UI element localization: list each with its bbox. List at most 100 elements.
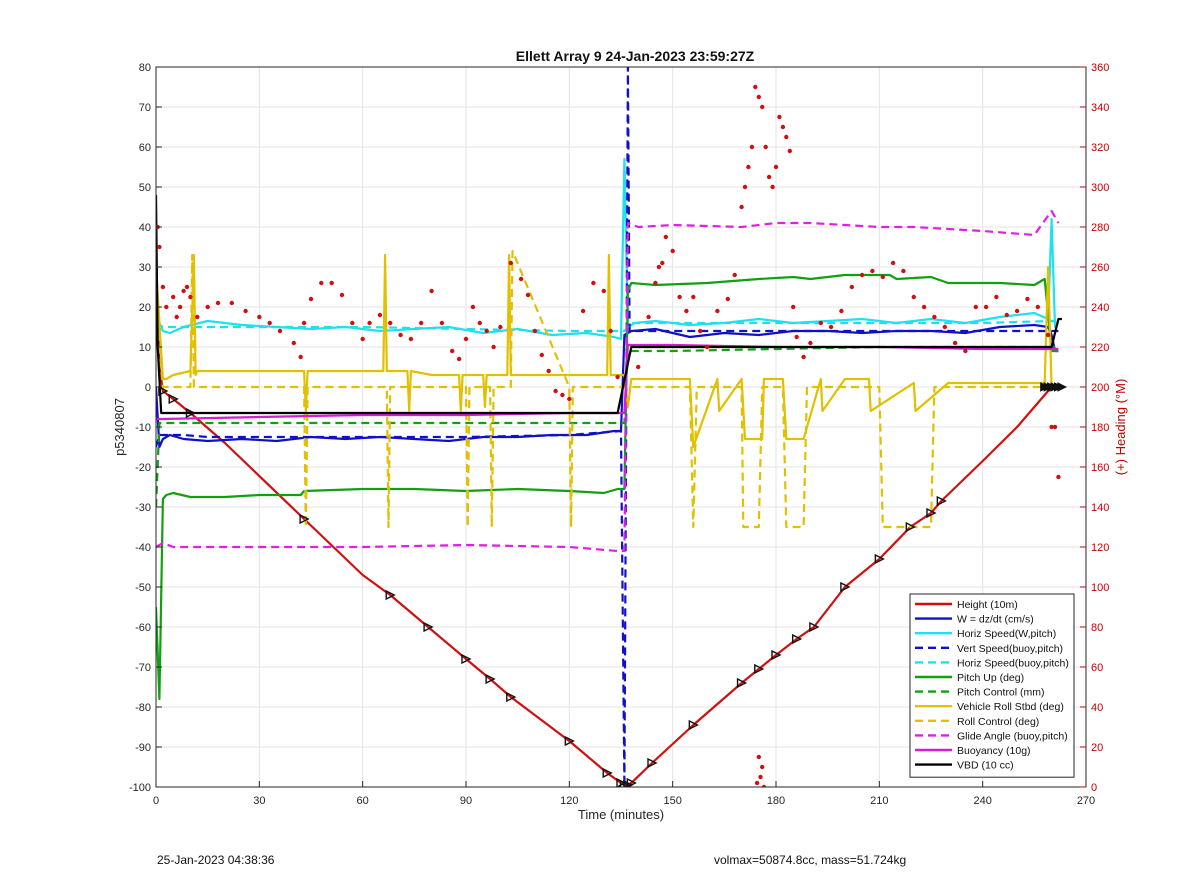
heading-point <box>704 344 710 350</box>
series-line-7 <box>156 253 1059 449</box>
heading-point <box>450 348 455 354</box>
y-tick-label: 70 <box>139 102 151 114</box>
heading-point <box>174 314 179 320</box>
x-tick-label: 120 <box>560 795 578 807</box>
y-tick-label: 0 <box>145 382 151 394</box>
heading-point <box>456 356 462 362</box>
x-tick-label: 180 <box>767 795 785 807</box>
heading-point <box>670 248 675 254</box>
dive-marker <box>185 407 197 419</box>
dive-marker <box>385 589 396 601</box>
heading-point <box>553 388 558 394</box>
heading-point <box>301 320 307 326</box>
legend-entry: Buoyancy (10g) <box>957 745 1031 757</box>
heading-point <box>777 114 782 120</box>
heading-point <box>160 284 166 290</box>
heading-point <box>801 354 806 360</box>
y-tick-label: 80 <box>139 62 151 74</box>
dive-marker <box>564 735 575 747</box>
y-tick-label: -70 <box>135 662 151 674</box>
heading-point <box>205 304 210 310</box>
heading-point <box>419 320 424 326</box>
heading-point <box>890 260 896 266</box>
heading-point <box>177 304 183 310</box>
dive-marker <box>168 393 179 405</box>
heading-point <box>1035 304 1041 310</box>
dive-marker <box>936 495 947 507</box>
heading-point <box>808 340 813 346</box>
y2-tick-label: 40 <box>1091 702 1103 714</box>
y-tick-label: -60 <box>135 622 151 634</box>
heading-point <box>791 304 796 310</box>
heading-point <box>880 274 885 280</box>
legend-entry: VBD (10 cc) <box>957 760 1014 772</box>
heading-point <box>546 368 551 374</box>
x-tick-label: 60 <box>357 795 369 807</box>
heading-point <box>398 332 403 338</box>
series-line-8 <box>156 249 1059 529</box>
heading-point <box>350 320 355 326</box>
dive-marker <box>602 767 613 779</box>
heading-point <box>408 336 414 342</box>
heading-point <box>663 234 668 240</box>
heading-point <box>691 294 696 300</box>
y2-tick-label: 60 <box>1091 662 1103 674</box>
heading-point <box>784 134 789 140</box>
heading-point <box>770 184 775 190</box>
heading-point <box>677 294 682 300</box>
dive-marker <box>754 663 765 675</box>
y2-tick-label: 200 <box>1091 382 1109 394</box>
heading-point <box>760 764 765 770</box>
heading-point <box>656 264 662 270</box>
footer-vehicle-info: volmax=50874.8cc, mass=51.724kg <box>714 853 907 867</box>
series-line-9 <box>156 209 1060 553</box>
heading-point <box>839 308 844 314</box>
x-tick-label: 210 <box>870 795 888 807</box>
dive-marker <box>485 673 496 685</box>
y-tick-label: 50 <box>139 182 151 194</box>
x-tick-label: 150 <box>663 795 681 807</box>
dive-marker <box>771 649 782 661</box>
heading-point <box>952 340 958 346</box>
heading-point <box>491 344 496 350</box>
y2-tick-label: 360 <box>1091 62 1109 74</box>
heading-point <box>849 284 854 290</box>
y2-tick-label: 220 <box>1091 342 1109 354</box>
heading-point <box>477 320 482 326</box>
heading-point <box>591 280 596 286</box>
tick-marks: 0 30 60 90 120 150 180 210 240 270 80 70 60 50 40 30 20 1… <box>129 62 1109 807</box>
heading-point <box>1056 474 1061 480</box>
series-line-3 <box>156 67 1059 787</box>
y2-tick-label: 240 <box>1091 302 1109 314</box>
heading-point <box>1049 424 1054 430</box>
y-tick-label: -100 <box>129 782 151 794</box>
heading-point <box>963 348 968 354</box>
x-tick-label: 90 <box>460 795 472 807</box>
y2-tick-label: 20 <box>1091 742 1103 754</box>
y2-tick-label: 140 <box>1091 502 1109 514</box>
legend-entry: Pitch Control (mm) <box>957 687 1045 699</box>
chart-title: Ellett Array 9 24-Jan-2023 23:59:27Z <box>516 48 755 64</box>
y-tick-label: -50 <box>135 582 151 594</box>
heading-point <box>758 774 763 780</box>
x-tick-label: 30 <box>253 795 265 807</box>
heading-point <box>532 328 538 334</box>
heading-point <box>973 304 978 310</box>
series-line-6 <box>156 345 1059 508</box>
y2-tick-label: 80 <box>1091 622 1103 634</box>
heading-point <box>215 300 221 306</box>
dive-marker <box>874 553 885 565</box>
heading-point <box>470 304 476 310</box>
heading-point <box>339 292 345 298</box>
heading-point <box>195 314 200 320</box>
y2-axis-label: (+) Heading (°M) <box>1113 379 1128 476</box>
y2-tick-label: 320 <box>1091 142 1109 154</box>
y2-tick-label: 0 <box>1091 782 1097 794</box>
heading-point <box>567 396 572 402</box>
y-tick-label: -90 <box>135 742 151 754</box>
y-tick-label: -30 <box>135 502 151 514</box>
heading-point <box>870 268 875 274</box>
heading-point <box>732 272 737 278</box>
heading-point <box>763 144 768 150</box>
heading-point <box>608 328 613 334</box>
